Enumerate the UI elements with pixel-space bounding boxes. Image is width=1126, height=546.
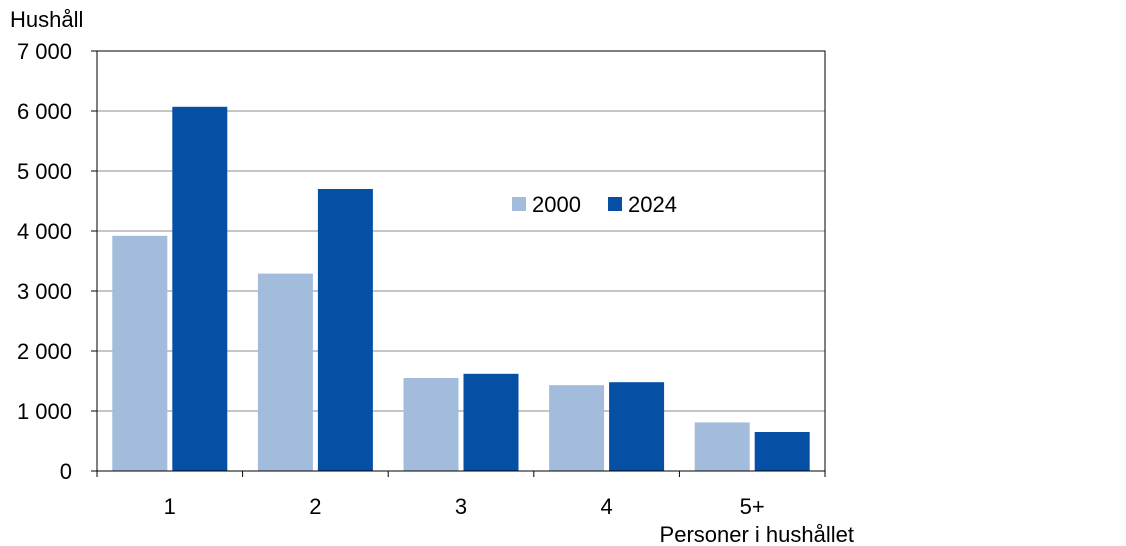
y-tick-label: 7 000 (17, 39, 72, 64)
y-tick-label: 0 (60, 459, 72, 484)
bar-2000-4 (549, 385, 605, 471)
plot-frame (96, 50, 826, 472)
y-tick-label: 4 000 (17, 219, 72, 244)
y-tick-labels: 0 1 000 2 000 3 000 4 000 5 000 6 000 7 000 (17, 39, 72, 484)
bar-2024-1 (172, 106, 228, 472)
x-tick-label: 4 (600, 494, 612, 519)
bar-2024-4 (609, 382, 665, 471)
y-tick-label: 5 000 (17, 159, 72, 184)
bar-2000-3 (403, 378, 459, 471)
axes (91, 50, 826, 477)
bar-2000-2 (257, 273, 313, 471)
y-tick-label: 6 000 (17, 99, 72, 124)
y-tick-label: 1 000 (17, 399, 72, 424)
bar-2024-3 (463, 373, 519, 471)
legend-swatch-2024 (608, 197, 622, 211)
x-tick-label: 1 (164, 494, 176, 519)
x-tick-labels: 1 2 3 4 5+ (164, 494, 765, 519)
x-axis-label: Personer i hushållet (660, 522, 854, 546)
bar-2000-5+ (694, 422, 750, 471)
x-tick-label: 3 (455, 494, 467, 519)
y-axis-label: Hushåll (10, 7, 83, 32)
y-tick-label: 3 000 (17, 279, 72, 304)
legend-swatch-2000 (512, 197, 526, 211)
bars (112, 106, 810, 472)
x-tick-label: 5+ (740, 494, 765, 519)
legend-label-2024: 2024 (628, 192, 677, 217)
legend: 2000 2024 (512, 192, 677, 217)
legend-label-2000: 2000 (532, 192, 581, 217)
x-tick-label: 2 (309, 494, 321, 519)
bar-2000-1 (112, 235, 168, 471)
bar-2024-2 (317, 189, 373, 471)
bar-2024-5+ (754, 432, 810, 471)
y-tick-label: 2 000 (17, 339, 72, 364)
